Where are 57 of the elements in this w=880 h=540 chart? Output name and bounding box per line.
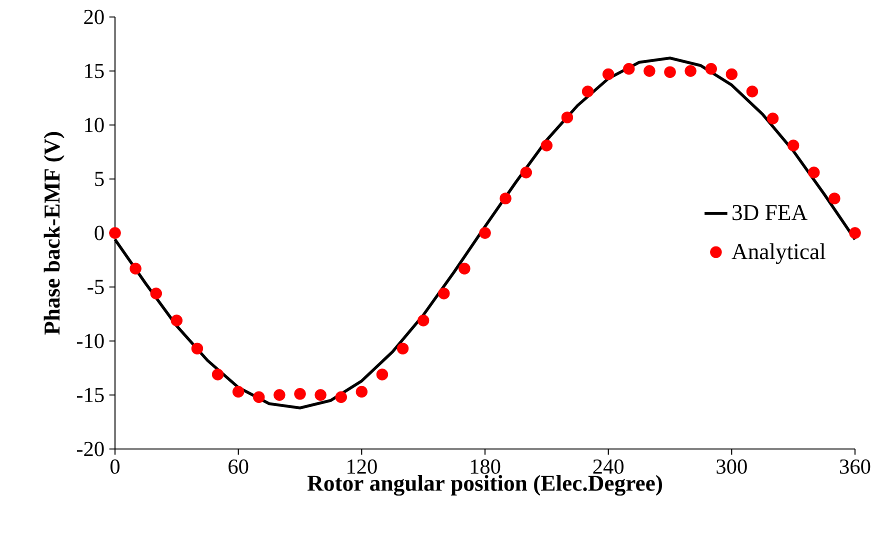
- x-tick-label: 60: [228, 459, 248, 474]
- point: [294, 388, 306, 400]
- point: [602, 68, 614, 80]
- x-tick-label: 120: [348, 459, 377, 474]
- x-tick-label: 0: [110, 459, 120, 474]
- point: [356, 386, 368, 398]
- y-tick-label: -10: [76, 334, 104, 348]
- point: [540, 140, 553, 152]
- point: [828, 192, 840, 204]
- point: [808, 166, 820, 178]
- point: [787, 140, 800, 152]
- point: [644, 65, 656, 77]
- point: [253, 391, 265, 404]
- point: [520, 166, 532, 178]
- y-tick-label: -15: [76, 388, 104, 402]
- point: [170, 314, 183, 326]
- point: [766, 112, 779, 124]
- point: [458, 262, 470, 275]
- point: [664, 66, 676, 78]
- y-tick-label: -20: [76, 442, 104, 456]
- point: [191, 342, 204, 354]
- point: [438, 288, 450, 300]
- y-tick-label: 5: [95, 172, 104, 186]
- point: [274, 389, 286, 401]
- y-tick-label: 20: [84, 10, 104, 24]
- x-tick-label: 300: [716, 459, 747, 474]
- x-axis-title: Rotor angular position (Elec.Degree): [307, 474, 662, 496]
- point: [746, 86, 758, 98]
- point: [684, 65, 696, 77]
- x-tick-label: 180: [470, 459, 500, 474]
- legend-label: Analytical: [732, 243, 826, 264]
- point: [500, 192, 512, 204]
- point: [130, 262, 142, 275]
- legend-label: 3D FEA: [732, 204, 808, 220]
- point: [561, 112, 574, 124]
- point: [417, 314, 430, 326]
- point: [212, 368, 224, 380]
- point: [623, 62, 635, 75]
- x-tick-label: 360: [840, 459, 870, 474]
- point: [150, 288, 162, 300]
- point: [109, 227, 121, 239]
- point: [314, 389, 326, 401]
- y-tick-label: 15: [85, 64, 104, 78]
- y-tick-label: 0: [94, 226, 104, 240]
- point: [479, 227, 491, 239]
- point: [726, 68, 738, 80]
- point: [849, 227, 861, 239]
- point: [582, 86, 594, 98]
- point: [705, 62, 717, 75]
- x-tick-label: 240: [593, 459, 624, 474]
- y-tick-label: 10: [85, 118, 104, 132]
- point: [396, 342, 409, 354]
- point: [376, 368, 388, 380]
- point: [335, 391, 347, 404]
- y-tick-label: -5: [88, 280, 104, 294]
- point: [232, 386, 244, 398]
- y-axis-title: Phase back-EMF (V): [44, 132, 64, 335]
